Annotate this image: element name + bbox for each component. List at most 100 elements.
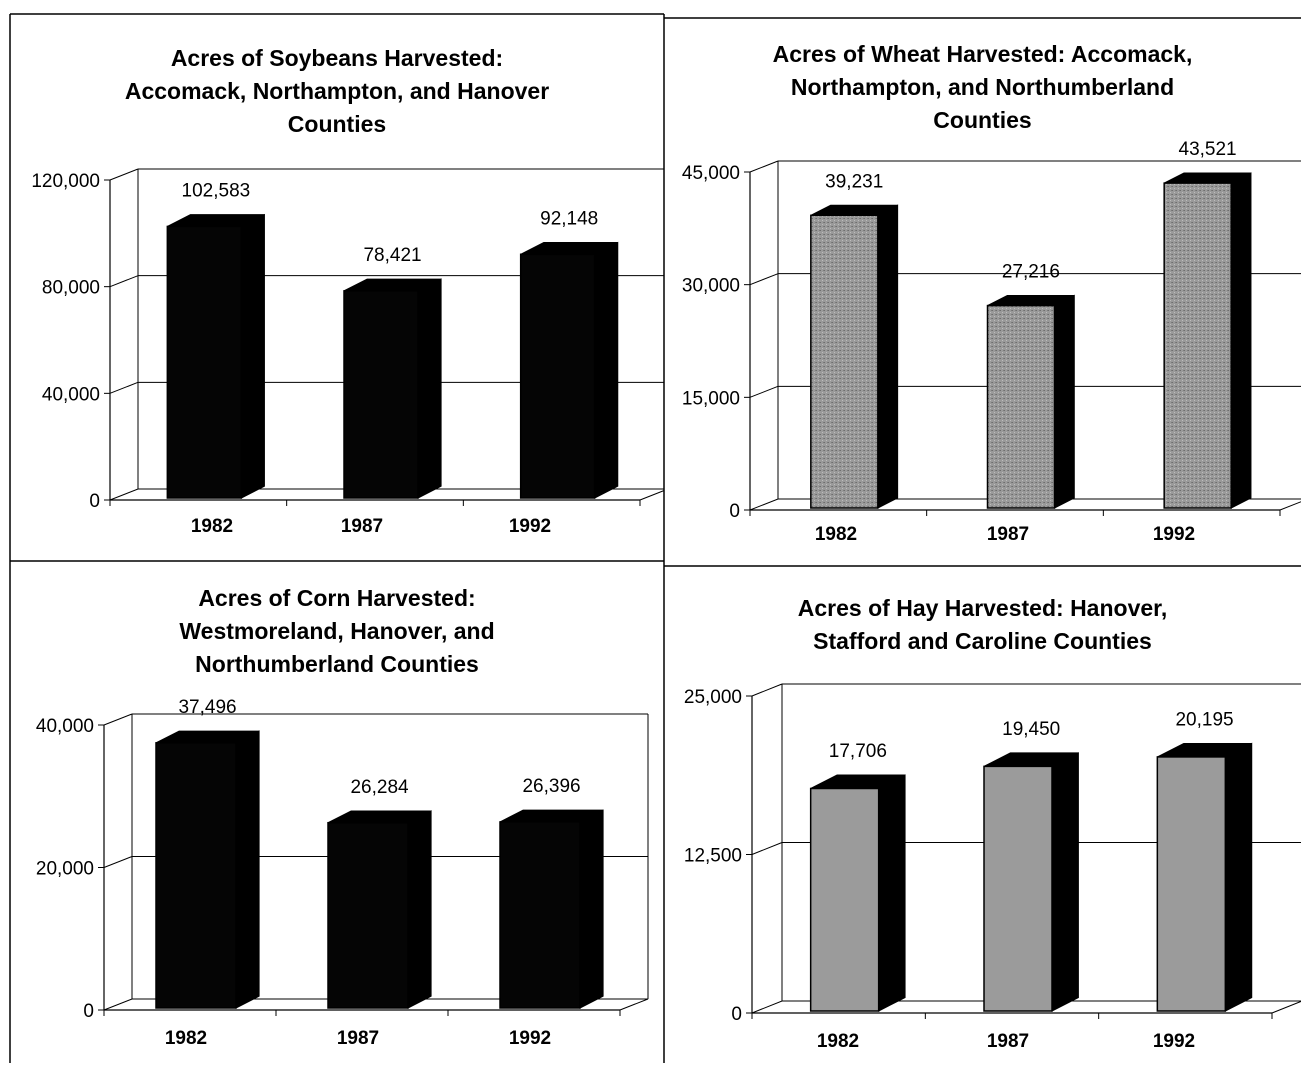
y-axis: 0 20,000 40,000 <box>36 716 104 1022</box>
y-tick-label: 120,000 <box>31 171 100 192</box>
bar-side <box>579 809 604 1009</box>
chart-title-line: Counties <box>933 107 1032 133</box>
bar <box>166 213 265 499</box>
y-tick-label: 12,500 <box>684 846 742 867</box>
x-tick-label: 1992 <box>1153 1031 1195 1052</box>
gridline-side <box>109 168 139 181</box>
x-tick-label: 1987 <box>341 516 383 537</box>
bar <box>810 204 899 509</box>
bar <box>1163 172 1252 509</box>
chart-title: Acres of Hay Harvested: Hanover, Staffor… <box>664 592 1301 658</box>
bars <box>810 172 1252 509</box>
bar-front <box>155 742 237 1009</box>
bar <box>499 809 604 1009</box>
bar <box>986 294 1075 509</box>
chart-plot: 0 12,500 25,000 17,706 19,450 20,195 1982 1987 1… <box>684 683 1301 1052</box>
bar-side <box>235 730 260 1009</box>
bars <box>166 213 619 499</box>
y-axis: 0 15,000 30,000 45,000 <box>682 163 750 522</box>
x-axis <box>109 500 641 506</box>
chart-title-line: Accomack, Northampton, and Hanover <box>124 78 550 104</box>
chart-title: Acres of Wheat Harvested: Accomack, Nort… <box>664 38 1301 137</box>
gridline-side <box>109 275 139 288</box>
bar-front <box>327 821 409 1009</box>
x-tick-label: 1987 <box>987 524 1029 545</box>
bar-front <box>1156 756 1227 1012</box>
bar-side <box>407 810 432 1009</box>
x-tick-label: 1982 <box>165 1028 207 1049</box>
chart-corn: Acres of Corn Harvested: Westmoreland, H… <box>10 561 664 1068</box>
bar-side <box>240 213 265 499</box>
bar-side <box>594 241 619 499</box>
data-label: 102,583 <box>182 181 251 202</box>
chart-plot: 0 15,000 30,000 45,000 39,231 27,216 43,521 198… <box>682 139 1301 545</box>
y-tick-label: 0 <box>729 501 740 522</box>
y-tick-label: 20,000 <box>36 859 94 880</box>
x-tick-label: 1992 <box>509 516 551 537</box>
x-tick-label: 1982 <box>815 524 857 545</box>
data-label: 19,450 <box>1002 719 1060 740</box>
bar-front <box>343 290 419 499</box>
bar-front <box>166 225 243 499</box>
y-tick-label: 30,000 <box>682 276 740 297</box>
gridline-side <box>109 381 139 394</box>
chart-title: Acres of Soybeans Harvested: Accomack, N… <box>10 42 664 141</box>
y-tick-label: 45,000 <box>682 163 740 184</box>
x-axis <box>103 1010 621 1016</box>
bar-side <box>877 204 899 509</box>
bar-side <box>878 774 906 1012</box>
bar <box>809 774 906 1012</box>
x-tick-label: 1987 <box>987 1031 1029 1052</box>
y-axis: 0 40,000 80,000 120,000 <box>31 171 110 512</box>
data-label: 20,195 <box>1175 709 1233 730</box>
data-label: 37,496 <box>178 697 236 718</box>
gridline-side <box>751 683 783 697</box>
bar-front <box>1163 182 1232 509</box>
y-tick-label: 40,000 <box>42 384 100 405</box>
data-label: 27,216 <box>1002 261 1060 282</box>
bar-front <box>499 821 581 1009</box>
chart-title-line: Westmoreland, Hanover, and <box>179 618 495 644</box>
bar-side <box>1051 752 1079 1012</box>
chart-title-line: Acres of Wheat Harvested: Accomack, <box>772 41 1193 67</box>
data-label: 26,396 <box>522 776 580 797</box>
bar <box>155 730 260 1009</box>
y-axis: 0 12,500 25,000 <box>684 687 752 1025</box>
data-label: 26,284 <box>350 777 409 798</box>
gridline-side <box>103 856 133 868</box>
chart-plot: 0 20,000 40,000 37,496 26,284 26,396 1982 1987 1… <box>36 697 649 1049</box>
x-tick-label: 1982 <box>191 516 233 537</box>
bar-front <box>986 304 1056 509</box>
chart-title-line: Counties <box>287 111 387 137</box>
chart-title-line: Northumberland Counties <box>195 651 479 677</box>
x-tick-label: 1982 <box>817 1031 859 1052</box>
data-label: 78,421 <box>363 245 421 266</box>
x-axis <box>749 510 1281 516</box>
bar-front <box>810 214 879 509</box>
bar-front <box>519 253 596 499</box>
bar <box>983 752 1079 1012</box>
bars <box>809 742 1253 1012</box>
chart-plot: 0 40,000 80,000 120,000 102,583 78,421 92,148 1… <box>31 168 664 537</box>
x-tick-label: 1992 <box>1153 524 1195 545</box>
chart-wheat: Acres of Wheat Harvested: Accomack, Nort… <box>664 18 1301 566</box>
x-tick-label: 1987 <box>337 1028 379 1049</box>
bar-side <box>1230 172 1252 509</box>
bar-front <box>809 787 880 1012</box>
bar <box>519 241 619 499</box>
gridline-side <box>749 385 779 398</box>
bar <box>343 278 442 499</box>
bar-front <box>983 765 1053 1012</box>
chart-title: Acres of Corn Harvested: Westmoreland, H… <box>10 582 664 681</box>
y-tick-label: 80,000 <box>42 278 100 299</box>
gridline-side <box>103 713 133 726</box>
bars <box>155 730 604 1009</box>
data-label: 43,521 <box>1179 139 1237 160</box>
y-tick-label: 0 <box>89 491 100 512</box>
y-tick-label: 15,000 <box>682 388 740 409</box>
y-tick-label: 25,000 <box>684 687 742 708</box>
x-tick-label: 1992 <box>509 1028 551 1049</box>
y-tick-label: 40,000 <box>36 716 94 737</box>
gridline-side <box>749 160 779 173</box>
